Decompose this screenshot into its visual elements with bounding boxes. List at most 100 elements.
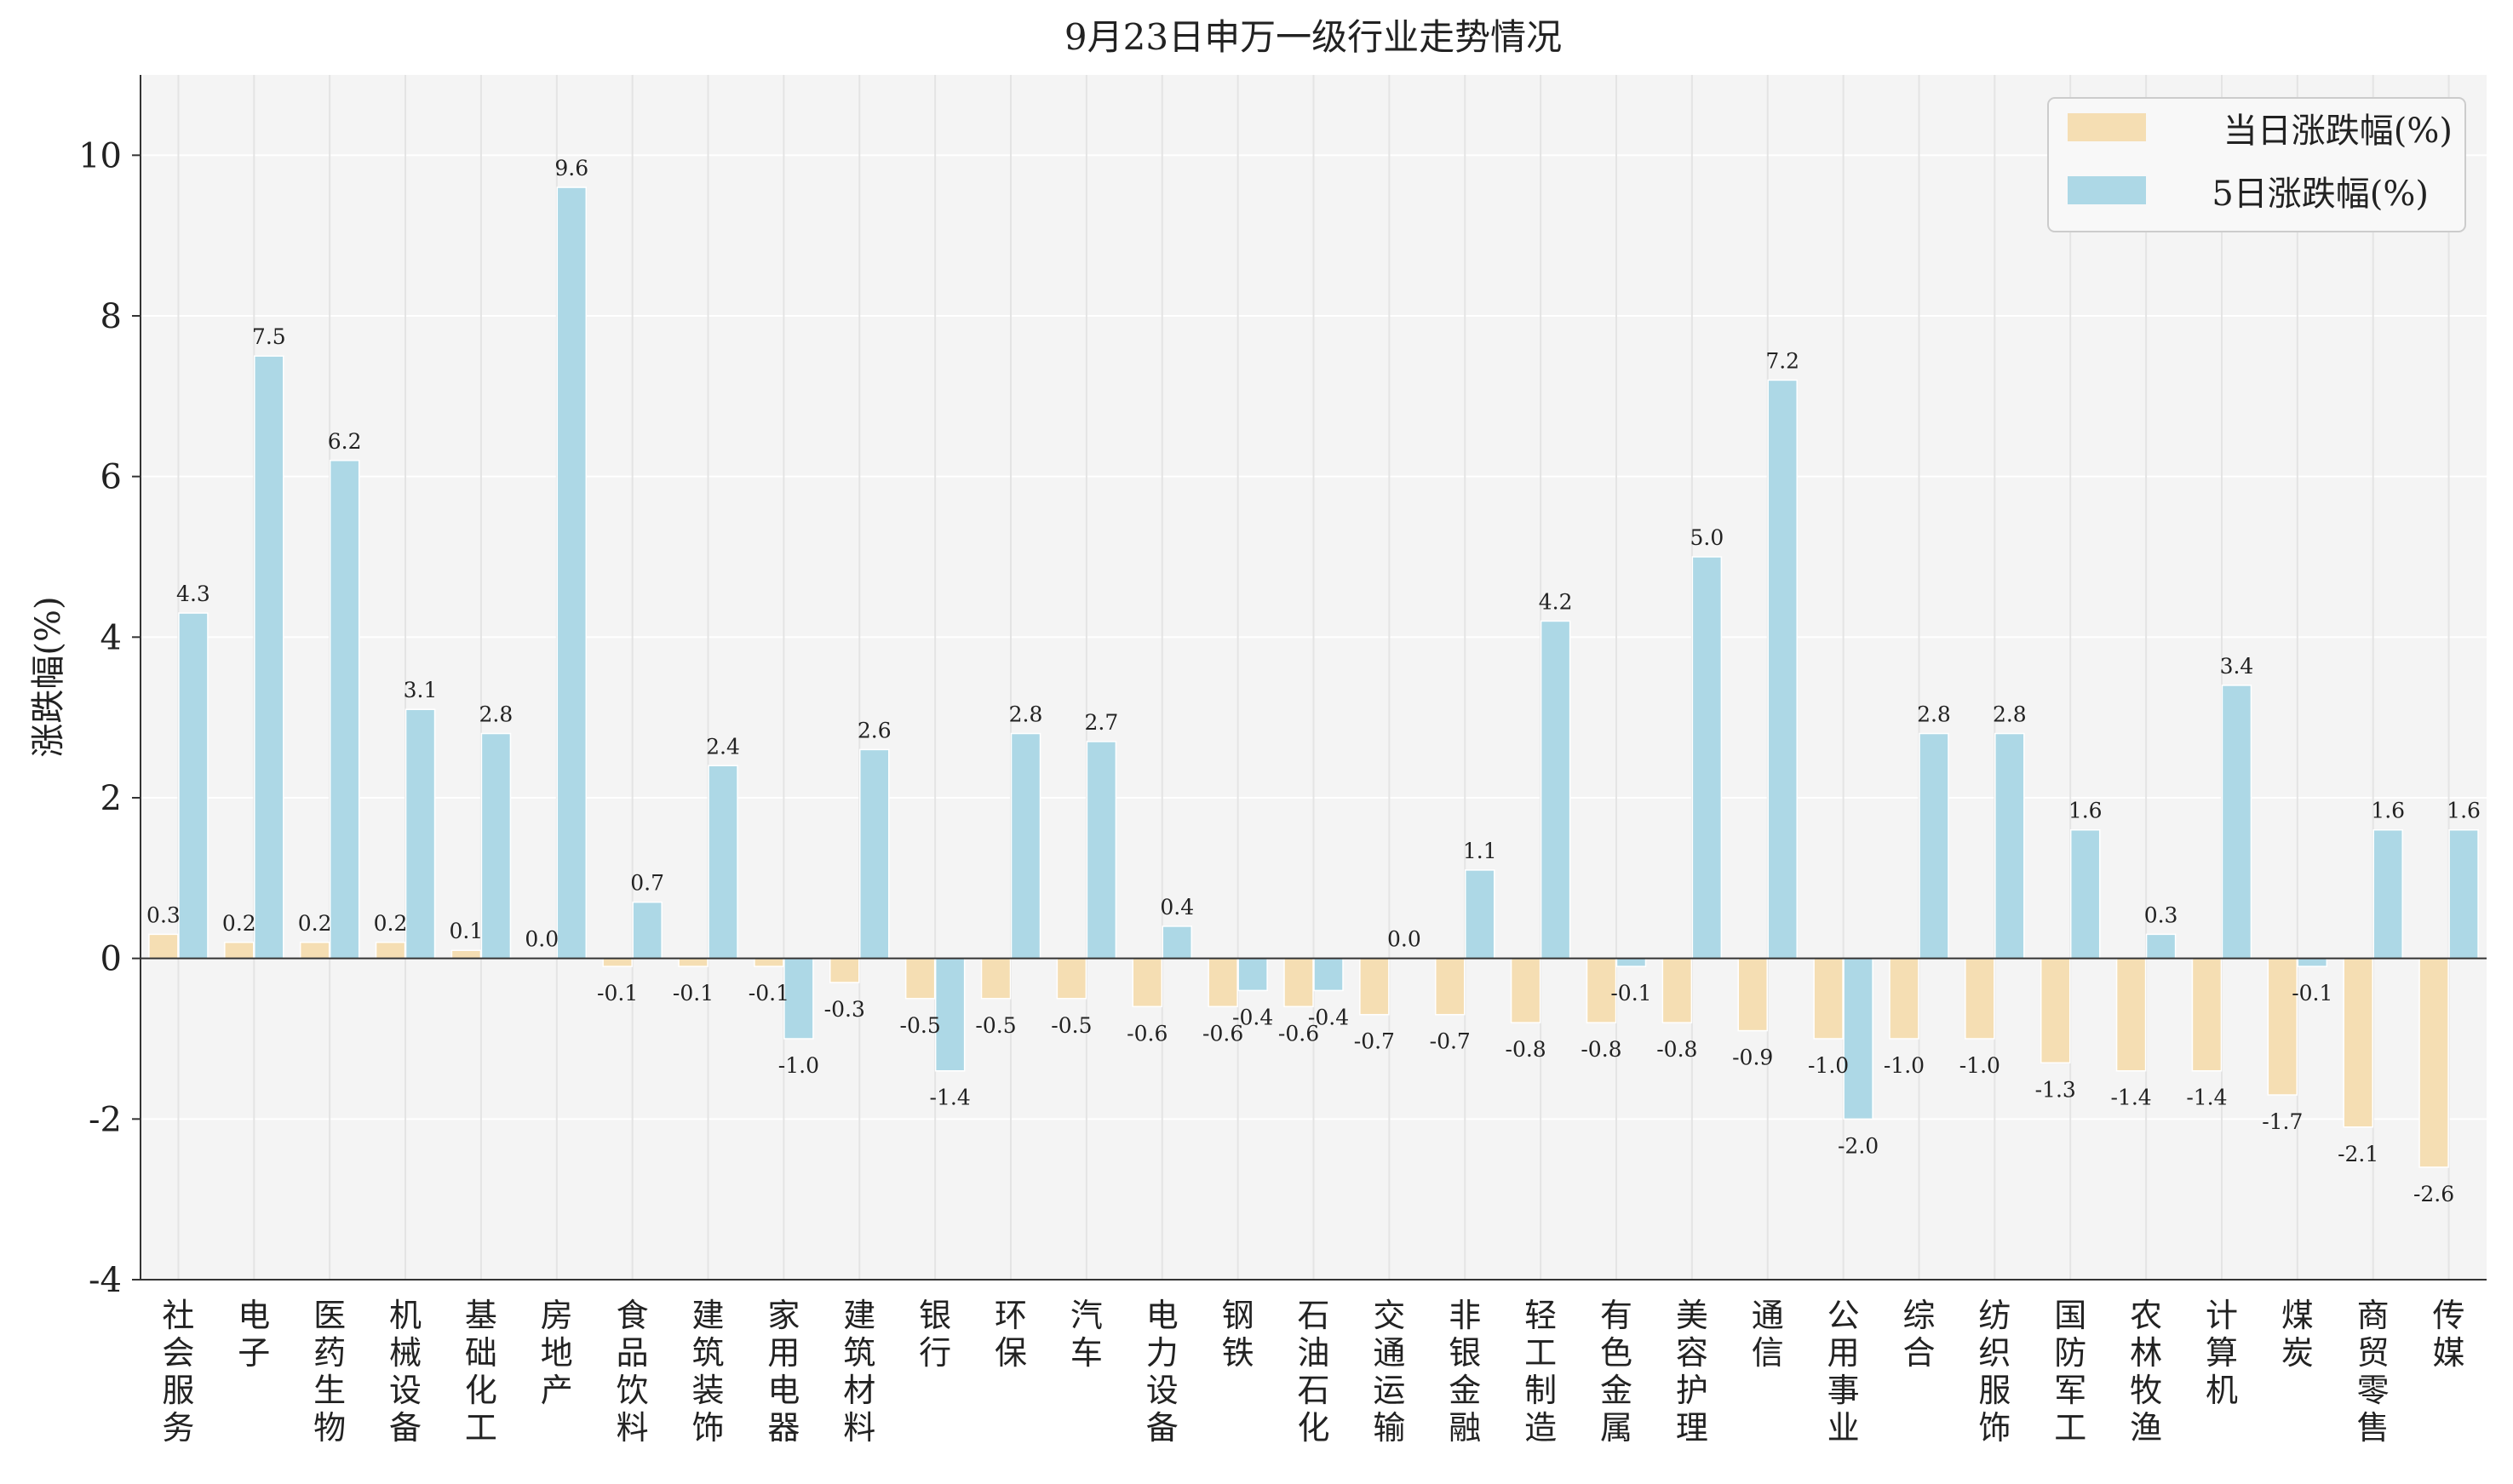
- data-label-5day: 5.0: [1690, 525, 1724, 550]
- data-label-daily: -0.8: [1581, 1037, 1621, 1062]
- bar-daily: [375, 942, 406, 960]
- bar-5day: [404, 708, 436, 960]
- data-label-5day: -0.4: [1308, 1005, 1349, 1029]
- x-tick-label: 有色金属: [1600, 1297, 1632, 1447]
- x-tick-char: 材: [843, 1372, 875, 1409]
- bar-5day: [329, 460, 360, 960]
- x-tick-char: 金: [1449, 1372, 1481, 1409]
- x-tick-char: 通: [1373, 1334, 1405, 1372]
- data-label-5day: 3.4: [2220, 654, 2254, 679]
- x-tick-char: 机: [2206, 1372, 2238, 1409]
- x-tick-char: 品: [617, 1334, 649, 1372]
- x-tick-label: 建筑材料: [843, 1297, 875, 1447]
- x-tick-char: 运: [1373, 1372, 1405, 1409]
- data-label-5day: -1.4: [930, 1086, 971, 1110]
- x-tick-char: 造: [1524, 1409, 1557, 1447]
- legend-swatch-daily: [2068, 113, 2146, 141]
- x-tick-char: 筑: [843, 1334, 875, 1372]
- bar-5day: [2372, 828, 2403, 960]
- y-tick-label: 0: [100, 940, 122, 979]
- x-tick-label: 钢铁: [1222, 1297, 1254, 1372]
- x-tick-label: 基础化工: [465, 1297, 497, 1447]
- x-tick-label: 传媒: [2433, 1297, 2465, 1372]
- data-label-daily: -0.6: [1127, 1021, 1168, 1046]
- bar-5day: [1767, 379, 1798, 960]
- x-tick-char: 综: [1902, 1297, 1935, 1334]
- x-tick-char: 饮: [617, 1372, 649, 1409]
- data-label-5day: 2.8: [1917, 702, 1951, 727]
- bar-5day: [480, 732, 512, 960]
- data-label-daily: 0.2: [298, 911, 332, 936]
- x-tick-char: 服: [162, 1372, 194, 1409]
- x-tick-char: 车: [1070, 1334, 1103, 1372]
- data-label-daily: -1.0: [1959, 1053, 2000, 1078]
- x-tick-char: 传: [2433, 1297, 2465, 1334]
- x-tick-label: 公用事业: [1827, 1297, 1860, 1447]
- x-tick-char: 化: [465, 1372, 497, 1409]
- x-tick-char: 服: [1978, 1372, 2011, 1409]
- x-tick-char: 物: [313, 1409, 346, 1447]
- data-label-daily: -0.7: [1354, 1029, 1395, 1054]
- bar-daily: [1283, 957, 1314, 1008]
- data-label-5day: 2.8: [1993, 702, 2027, 727]
- x-tick-char: 房: [541, 1297, 573, 1334]
- y-tick-label: 2: [100, 779, 122, 818]
- bar-5day: [2069, 828, 2101, 960]
- x-tick-char: 力: [1146, 1334, 1179, 1372]
- data-label-5day: 0.7: [630, 871, 664, 896]
- y-tick-label: 6: [100, 458, 122, 497]
- data-label-daily: -1.4: [2110, 1086, 2151, 1110]
- data-label-daily: -0.6: [1278, 1021, 1319, 1046]
- x-tick-char: 护: [1676, 1372, 1708, 1409]
- x-tick-char: 铁: [1222, 1334, 1254, 1372]
- data-label-daily: -0.5: [975, 1013, 1016, 1038]
- x-tick-char: 料: [617, 1409, 649, 1447]
- data-label-daily: -0.5: [900, 1013, 941, 1038]
- x-tick-char: 非: [1449, 1297, 1481, 1334]
- bar-daily: [1737, 957, 1768, 1032]
- y-tick-label: 4: [100, 618, 122, 657]
- bar-daily: [224, 942, 255, 960]
- bar-daily: [754, 957, 784, 967]
- x-tick-char: 筑: [692, 1334, 725, 1372]
- bar-5day: [1919, 732, 1949, 960]
- x-tick-label: 电力设备: [1146, 1297, 1179, 1447]
- bar-daily: [1889, 957, 1919, 1040]
- x-tick-char: 基: [465, 1297, 497, 1334]
- data-label-5day: 2.7: [1085, 710, 1119, 735]
- x-tick-label: 银行: [919, 1297, 951, 1372]
- x-tick-char: 军: [2054, 1372, 2086, 1409]
- bar-5day: [1994, 732, 2025, 960]
- x-tick-label: 计算机: [2206, 1297, 2238, 1409]
- x-tick-char: 建: [843, 1297, 875, 1334]
- x-tick-char: 商: [2357, 1297, 2390, 1334]
- x-tick-char: 建: [692, 1297, 725, 1334]
- x-tick-char: 医: [313, 1297, 346, 1334]
- bar-daily: [2040, 957, 2071, 1064]
- y-axis-label: 涨跌幅(%): [29, 596, 68, 757]
- x-tick-char: 子: [238, 1334, 270, 1372]
- data-label-5day: 1.6: [2068, 799, 2103, 823]
- bar-5day: [859, 748, 890, 960]
- x-tick-char: 环: [995, 1297, 1027, 1334]
- data-label-daily: -0.1: [749, 981, 789, 1006]
- bar-5day: [1615, 957, 1647, 967]
- bar-daily: [450, 949, 482, 960]
- x-tick-char: 纺: [1978, 1297, 2011, 1334]
- x-tick-label: 食品饮料: [617, 1297, 649, 1447]
- x-tick-label: 家用电器: [767, 1297, 800, 1447]
- bar-daily: [1208, 957, 1238, 1008]
- x-tick-char: 保: [995, 1334, 1027, 1372]
- data-label-daily: 0.3: [146, 902, 181, 927]
- x-tick-char: 织: [1978, 1334, 2011, 1372]
- x-tick-label: 交通运输: [1373, 1297, 1405, 1447]
- data-label-daily: -0.1: [673, 981, 714, 1006]
- data-label-daily: -1.4: [2186, 1086, 2227, 1110]
- legend-label-daily: 当日涨跌幅(%): [2223, 112, 2453, 151]
- x-tick-label: 综合: [1902, 1297, 1935, 1372]
- x-tick-label: 汽车: [1070, 1297, 1103, 1372]
- x-tick-label: 纺织服饰: [1978, 1297, 2011, 1447]
- x-tick-char: 设: [1146, 1372, 1179, 1409]
- x-tick-char: 工: [1524, 1334, 1557, 1372]
- bar-5day: [556, 186, 588, 960]
